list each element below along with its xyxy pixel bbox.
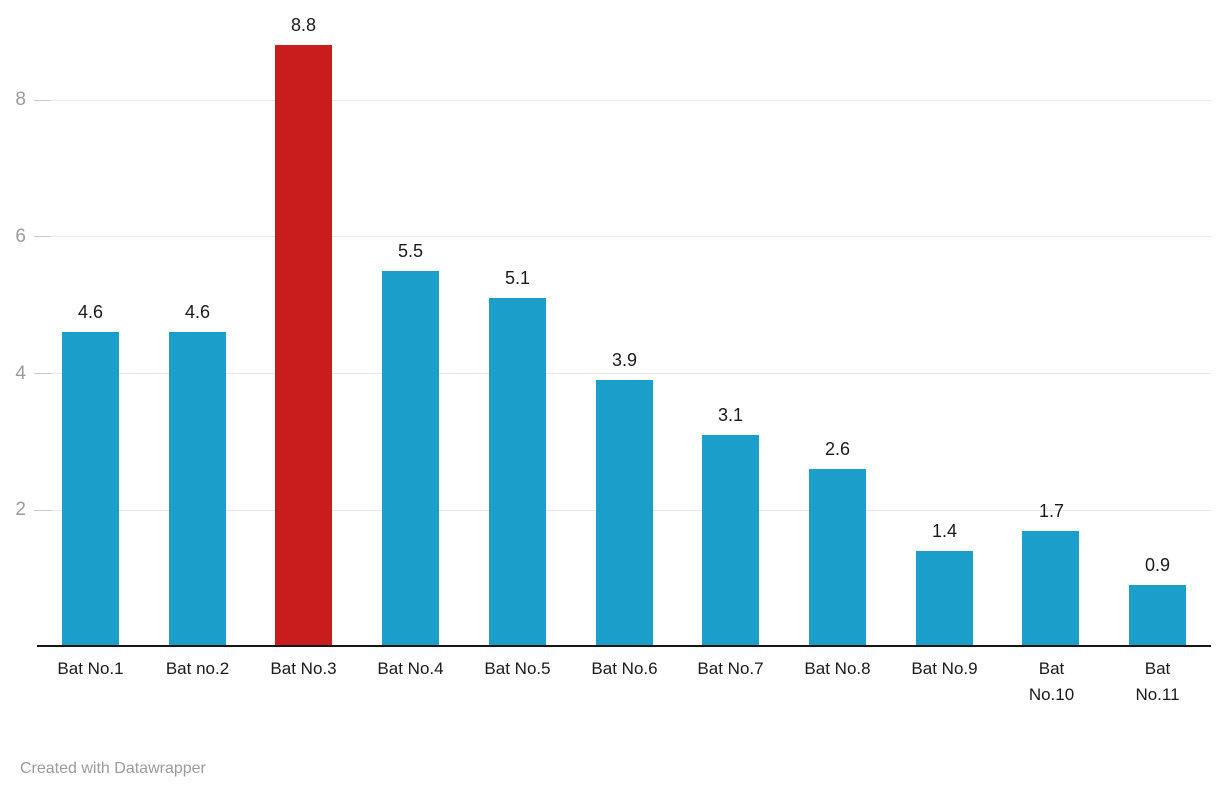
bar-bat-no-5 [489, 298, 546, 647]
x-axis-tick-label: Bat No.10 [1028, 659, 1075, 704]
value-label: 0.9 [1144, 555, 1171, 575]
bar-bat-no-1 [62, 332, 119, 647]
bar-bat-no-2 [169, 332, 226, 647]
value-label: 3.9 [611, 350, 638, 370]
bar-bat-no-8 [809, 469, 866, 647]
gridline-8 [34, 99, 1211, 101]
x-axis-tick-label: Bat No.6 [591, 659, 658, 678]
x-axis-tick-label: Bat No.7 [697, 659, 764, 678]
bar-bat-no-7 [702, 435, 759, 647]
footer: Created with Datawrapper [20, 760, 206, 778]
value-label: 4.6 [184, 302, 211, 322]
value-label: 1.4 [931, 521, 958, 541]
value-label: 3.1 [717, 405, 744, 425]
bar-bat-no-3 [275, 45, 332, 647]
bar-bat-no-4 [382, 271, 439, 647]
x-axis-tick-label: Bat No.3 [270, 659, 337, 678]
bar-bat-no-10 [1022, 531, 1079, 647]
x-axis-tick-label: Bat No.9 [911, 659, 978, 678]
value-label: 1.7 [1038, 501, 1065, 521]
gridline-4 [34, 373, 1211, 374]
y-axis-tick-label-6: 6 [15, 225, 26, 247]
y-axis-tick-label-2: 2 [15, 499, 26, 521]
x-axis-line [37, 645, 1211, 647]
datawrapper-credit-link[interactable]: Created with Datawrapper [20, 760, 206, 777]
value-label: 2.6 [824, 439, 851, 459]
value-label: 5.1 [504, 268, 531, 288]
plot-area: 4.6 4.6 8.8 5.5 5.1 3.9 3.1 2.6 1.4 1.7 0.9 [34, 0, 1211, 647]
gridline-6 [34, 236, 1211, 238]
x-axis-tick-label: Bat No.11 [1135, 659, 1180, 704]
bar-bat-no-6 [596, 380, 653, 647]
value-label: 8.8 [290, 15, 317, 35]
x-axis-tick-label: Bat No.8 [804, 659, 871, 678]
x-axis-labels: Bat No.1 Bat no.2 Bat No.3 Bat No.4 Bat No.5… [37, 656, 1211, 716]
x-axis-tick-label: Bat No.4 [377, 659, 444, 678]
bar-bat-no-11 [1129, 585, 1186, 647]
y-axis-tick-label-4: 4 [15, 362, 26, 384]
x-axis-tick-label: Bat no.2 [165, 659, 230, 678]
value-label: 4.6 [77, 302, 104, 322]
x-axis-tick-label: Bat No.5 [484, 659, 551, 678]
y-axis-tick-label-8: 8 [15, 89, 26, 110]
bar-bat-no-9 [916, 551, 973, 647]
value-label: 5.5 [397, 241, 424, 261]
x-axis-tick-label: Bat No.1 [57, 659, 124, 678]
